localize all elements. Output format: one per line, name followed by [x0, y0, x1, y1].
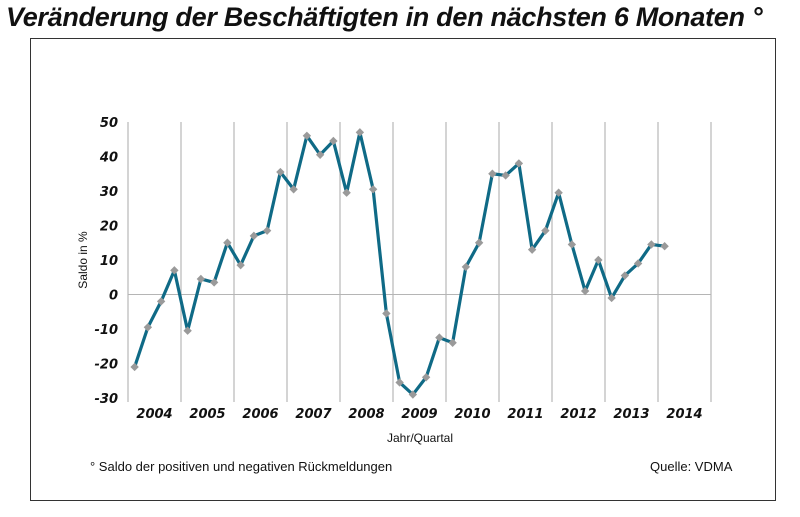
y-tick-label: 50 — [100, 116, 118, 131]
x-tick-label: 2005 — [189, 407, 225, 422]
x-tick-label: 2006 — [242, 407, 278, 422]
footnote: ° Saldo der positiven und negativen Rück… — [90, 459, 392, 474]
data-point-marker — [143, 323, 153, 332]
data-point-marker — [435, 333, 444, 342]
x-tick-label: 2010 — [454, 407, 490, 422]
data-point-marker — [276, 167, 285, 177]
data-point-marker — [236, 260, 245, 270]
y-tick-label: 40 — [99, 151, 118, 166]
data-point-marker — [580, 286, 590, 296]
data-line — [133, 130, 665, 397]
data-point-marker — [170, 266, 179, 275]
data-point-marker — [474, 238, 484, 247]
data-point-marker — [223, 238, 232, 247]
data-point-marker — [501, 171, 510, 180]
data-point-marker — [620, 271, 630, 280]
y-tick-label: 30 — [100, 185, 118, 200]
x-tick-label: 2009 — [401, 407, 437, 422]
data-point-marker — [368, 185, 378, 194]
data-point-marker — [421, 373, 431, 382]
y-tick-label: 10 — [100, 254, 118, 269]
data-point-marker — [302, 131, 312, 140]
y-tick-label: -10 — [95, 323, 119, 338]
data-point-marker — [567, 240, 577, 249]
data-point-marker — [130, 362, 139, 372]
x-tick-label: 2012 — [560, 407, 596, 422]
data-point-marker — [448, 338, 457, 347]
data-point-marker — [461, 262, 471, 272]
data-point-marker — [342, 188, 351, 197]
data-point-marker — [541, 226, 550, 235]
chart-frame — [30, 38, 776, 501]
y-tick-label: -20 — [95, 358, 119, 373]
y-axis-label: Saldo in % — [76, 231, 90, 289]
data-point-marker — [289, 185, 298, 194]
x-tick-label: 2014 — [666, 407, 702, 422]
data-point-marker — [209, 278, 219, 287]
data-point-marker — [395, 378, 404, 387]
data-point-marker — [408, 390, 418, 399]
x-axis-label: Jahr/Quartal — [387, 431, 453, 445]
y-tick-label: 20 — [100, 220, 118, 235]
data-point-marker — [514, 159, 524, 168]
data-point-marker — [315, 150, 325, 159]
data-point-marker — [382, 309, 391, 318]
data-point-marker — [660, 242, 669, 251]
x-tick-label: 2004 — [136, 407, 172, 422]
chart-title: Veränderung der Beschäftigten in den näc… — [6, 2, 763, 32]
data-point-marker — [183, 326, 192, 335]
data-point-marker — [607, 293, 616, 303]
data-point-marker — [488, 169, 497, 178]
data-point-marker — [329, 136, 338, 146]
data-point-marker — [196, 274, 206, 284]
data-point-marker — [355, 128, 365, 137]
data-point-marker — [527, 245, 537, 254]
data-point-marker — [633, 259, 643, 268]
x-tick-label: 2011 — [507, 407, 543, 422]
data-point-marker — [594, 255, 603, 265]
data-point-marker — [554, 188, 563, 197]
y-tick-label: -30 — [95, 392, 119, 407]
data-point-marker — [249, 231, 259, 241]
data-point-marker — [156, 297, 166, 306]
x-tick-label: 2013 — [613, 407, 649, 422]
x-tick-label: 2007 — [295, 407, 332, 422]
source: Quelle: VDMA — [650, 459, 733, 474]
x-tick-label: 2008 — [348, 407, 384, 422]
data-point-marker — [647, 240, 656, 249]
y-tick-label: 0 — [109, 289, 118, 304]
data-point-marker — [262, 226, 272, 235]
